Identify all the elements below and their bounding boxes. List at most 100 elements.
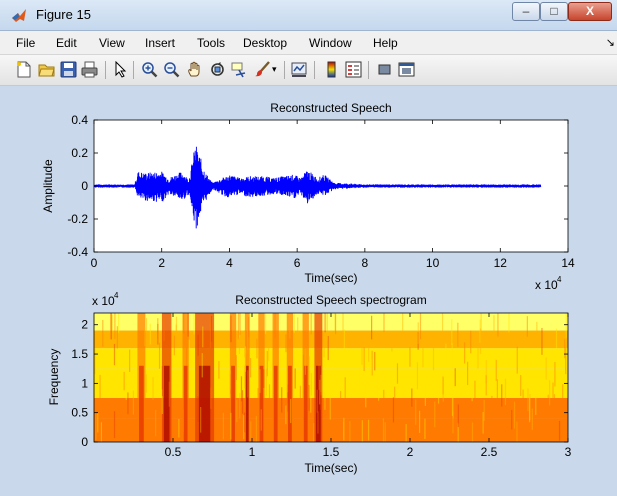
link-plot-icon[interactable] (291, 61, 308, 78)
spectrogram-texture-mark (210, 387, 212, 409)
spectrogram-texture-mark (210, 315, 213, 342)
menu-tools[interactable]: Tools (197, 36, 226, 50)
spectrogram-texture-mark (452, 398, 454, 419)
spectrogram-texture-mark (383, 389, 385, 417)
show-plot-tools-icon[interactable] (398, 61, 415, 78)
spectrogram-texture-mark (457, 322, 459, 348)
spectrogram-texture-mark (178, 419, 180, 438)
spectrogram-texture-mark (95, 412, 97, 440)
spectrogram-texture-mark (197, 334, 199, 356)
zoom-out-icon[interactable] (163, 61, 180, 78)
spectrogram-texture-mark (123, 371, 125, 391)
spectrogram-bursts (137, 313, 323, 442)
spectrogram-texture-mark (565, 313, 567, 338)
spectrogram-texture-mark (318, 363, 320, 390)
spectrogram-texture-mark (111, 314, 113, 334)
spectrogram-texture-mark (479, 328, 482, 354)
new-figure-icon[interactable] (15, 61, 32, 78)
menu-file[interactable]: File (16, 36, 36, 50)
spectrogram-texture-mark (243, 365, 246, 389)
save-icon[interactable] (60, 61, 77, 78)
window-titlebar[interactable]: Figure 15 – □ X (0, 0, 617, 31)
menu-view[interactable]: View (99, 36, 125, 50)
spectrogram-texture-mark (264, 313, 267, 335)
spectrogram-texture-mark (527, 388, 529, 412)
pointer-icon[interactable] (112, 61, 129, 78)
spectrogram-texture-mark (152, 377, 154, 400)
x-tick-label: 14 (561, 256, 575, 270)
brush-icon[interactable] (254, 61, 271, 78)
x-tick-label: 0.5 (165, 445, 182, 459)
spectrogram-texture-mark (118, 313, 120, 334)
spectrogram-texture-mark (417, 331, 419, 350)
spectrogram-texture-mark (432, 344, 435, 371)
spectrogram-texture-mark (442, 376, 444, 395)
menu-edit[interactable]: Edit (56, 36, 77, 50)
menu-window[interactable]: Window (309, 36, 352, 50)
spectrogram-texture-mark (247, 370, 249, 398)
spectrogram-texture-mark (237, 313, 240, 339)
spectrogram-texture-mark (241, 390, 244, 414)
data-cursor-icon[interactable] (231, 61, 248, 78)
x-tick-label: 4 (226, 256, 233, 270)
toolbar-separator (105, 61, 106, 79)
menu-bar: File Edit View Insert Tools Desktop Wind… (0, 31, 617, 55)
maximize-button[interactable]: □ (540, 2, 568, 21)
spectrogram-texture-mark (483, 399, 485, 421)
rotate-3d-icon[interactable] (209, 61, 226, 78)
spectrogram-texture-mark (477, 344, 479, 369)
menu-desktop[interactable]: Desktop (243, 36, 288, 50)
pan-icon[interactable] (186, 61, 203, 78)
spectrogram-burst-core (288, 365, 292, 442)
zoom-in-icon[interactable] (141, 61, 158, 78)
spectrogram-texture-mark (157, 323, 159, 345)
x-tick-label: 2.5 (481, 445, 498, 459)
spectrogram-texture-mark (238, 333, 241, 355)
spectrogram-texture-mark (285, 334, 287, 353)
spectrogram-ylabel: Frequency (47, 349, 61, 406)
x-tick-label: 2 (407, 445, 414, 459)
spectrogram-texture-mark (255, 415, 257, 442)
spectrogram-texture-mark (302, 354, 305, 379)
menu-overflow-icon[interactable]: ↘ (605, 37, 615, 49)
spectrogram-texture-mark (290, 398, 292, 423)
spectrogram-texture-mark (249, 358, 252, 378)
y-tick-label: 0.5 (71, 406, 88, 420)
waveform-xlabel: Time(sec) (305, 271, 358, 285)
figure-canvas[interactable]: Reconstructed Speech 0 2 4 6 8 10 12 14 0.4 0.2 0… (0, 86, 617, 491)
spectrogram-texture-mark (562, 384, 564, 403)
menu-help[interactable]: Help (373, 36, 398, 50)
spectrogram-texture-mark (464, 342, 466, 364)
legend-icon[interactable] (345, 61, 362, 78)
brush-dropdown-icon[interactable]: ▾ (272, 64, 277, 74)
hide-plot-tools-icon[interactable] (376, 61, 393, 78)
spectrogram-texture-mark (243, 415, 245, 440)
spectrogram-texture-mark (244, 412, 246, 433)
spectrogram-texture-mark (143, 327, 146, 347)
spectrogram-texture-mark (113, 411, 116, 438)
spectrogram-texture-mark (474, 380, 476, 407)
open-file-icon[interactable] (38, 61, 55, 78)
spectrogram-texture-mark (145, 374, 148, 393)
close-button[interactable]: X (568, 2, 612, 21)
spectrogram-texture-mark (263, 369, 265, 388)
spectrogram-texture-mark (117, 356, 120, 381)
print-icon[interactable] (81, 61, 98, 78)
spectrogram-texture-mark (411, 388, 413, 407)
spectrogram-texture-mark (320, 392, 322, 410)
colorbar-icon[interactable] (323, 61, 340, 78)
spectrogram-texture-mark (239, 313, 241, 335)
menu-insert[interactable]: Insert (145, 36, 176, 50)
minimize-button[interactable]: – (512, 2, 540, 21)
spectrogram-texture-mark (324, 313, 326, 333)
spectrogram-texture-mark (511, 409, 513, 430)
minimize-icon: – (522, 4, 530, 18)
spectrogram-texture-mark (437, 380, 440, 404)
spectrogram-axes[interactable] (94, 313, 568, 450)
waveform-x-exponent: x 10 (535, 278, 558, 292)
spectrogram-texture-mark (236, 399, 238, 423)
spectrogram-texture-mark (343, 417, 345, 441)
spectrogram-texture-mark (451, 319, 453, 346)
spectrogram-texture-mark (485, 360, 487, 384)
spectrogram-texture-mark (451, 397, 454, 416)
